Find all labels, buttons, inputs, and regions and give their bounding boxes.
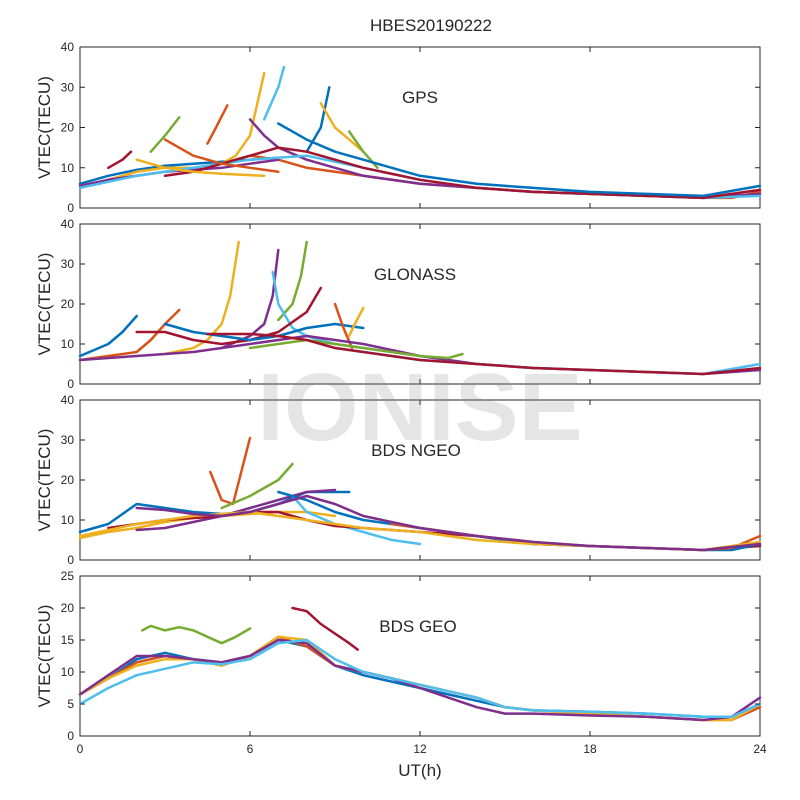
series-line xyxy=(135,494,762,552)
y-axis-label: VTEC(TECU) xyxy=(35,605,54,708)
series-line xyxy=(277,240,308,322)
y-tick-label: 10 xyxy=(61,337,75,351)
series-line xyxy=(291,606,359,651)
series-line xyxy=(163,146,762,200)
x-tick-label: 18 xyxy=(583,742,597,756)
x-tick-label: 6 xyxy=(247,742,254,756)
y-tick-label: 0 xyxy=(67,377,74,391)
series-line xyxy=(277,122,762,198)
series-line xyxy=(141,624,252,645)
y-tick-label: 15 xyxy=(61,633,75,647)
y-tick-label: 10 xyxy=(61,665,75,679)
panels-group: 0 10 20 30 40 VTEC(TECU) GPS 0 10 20 30 40 VTEC(TECU… xyxy=(35,40,767,756)
series-line xyxy=(206,332,762,376)
x-tick-label: 24 xyxy=(753,742,767,756)
x-axis-label: UT(h) xyxy=(398,761,441,780)
series-line xyxy=(220,462,294,510)
plot-frame xyxy=(79,223,761,385)
series-line xyxy=(248,338,464,360)
plot-frame xyxy=(79,575,761,737)
series-line xyxy=(209,436,252,506)
y-tick-label: 20 xyxy=(61,473,75,487)
y-tick-label: 20 xyxy=(61,601,75,615)
y-tick-label: 5 xyxy=(67,697,74,711)
series-line xyxy=(135,158,266,178)
plot-frame xyxy=(79,46,761,209)
series-line xyxy=(78,314,138,358)
plot-frame xyxy=(79,399,761,561)
watermark: IONISE xyxy=(257,354,582,461)
panel-4: 0 5 10 15 20 25 0 6 12 18 24 VTEC(TECU) BDS GEO xyxy=(35,569,767,756)
y-axis-label: VTEC(TECU) xyxy=(35,76,54,179)
series-line xyxy=(163,322,365,342)
y-tick-label: 0 xyxy=(67,201,74,215)
series-line xyxy=(347,306,365,338)
y-tick-label: 0 xyxy=(67,553,74,567)
panel-label: BDS NGEO xyxy=(371,441,461,460)
y-tick-label: 30 xyxy=(61,257,75,271)
panel-2: 0 10 20 30 40 VTEC(TECU) GLONASS xyxy=(35,217,762,391)
panel-1: 0 10 20 30 40 VTEC(TECU) GPS xyxy=(35,40,762,215)
series-line xyxy=(163,240,240,356)
series-line xyxy=(149,116,181,153)
series-line xyxy=(305,86,331,153)
series-line xyxy=(319,102,365,153)
panel-label: GPS xyxy=(402,88,438,107)
y-tick-label: 10 xyxy=(61,161,75,175)
panel-3: 0 10 20 30 40 VTEC(TECU) BDS NGEO xyxy=(35,393,762,567)
x-tick-label: 12 xyxy=(413,742,427,756)
series-line xyxy=(262,65,286,121)
y-tick-label: 20 xyxy=(61,121,75,135)
y-tick-label: 40 xyxy=(61,393,75,407)
y-tick-label: 40 xyxy=(61,217,75,231)
series-line xyxy=(206,104,229,145)
y-tick-label: 40 xyxy=(61,40,75,54)
y-tick-label: 0 xyxy=(67,729,74,743)
x-tick-label: 0 xyxy=(77,742,84,756)
series-line xyxy=(78,638,762,719)
y-axis-label: VTEC(TECU) xyxy=(35,253,54,356)
series-line xyxy=(78,308,181,362)
chart-title: HBES20190222 xyxy=(370,16,492,35)
y-tick-label: 20 xyxy=(61,297,75,311)
series-line xyxy=(135,286,323,346)
y-tick-label: 30 xyxy=(61,433,75,447)
series-line xyxy=(163,138,280,174)
y-tick-label: 25 xyxy=(61,569,75,583)
panel-label: BDS GEO xyxy=(379,617,456,636)
y-tick-label: 10 xyxy=(61,513,75,527)
series-line xyxy=(107,150,133,170)
y-tick-label: 30 xyxy=(61,80,75,94)
y-axis-label: VTEC(TECU) xyxy=(35,429,54,532)
panel-label: GLONASS xyxy=(374,265,456,284)
